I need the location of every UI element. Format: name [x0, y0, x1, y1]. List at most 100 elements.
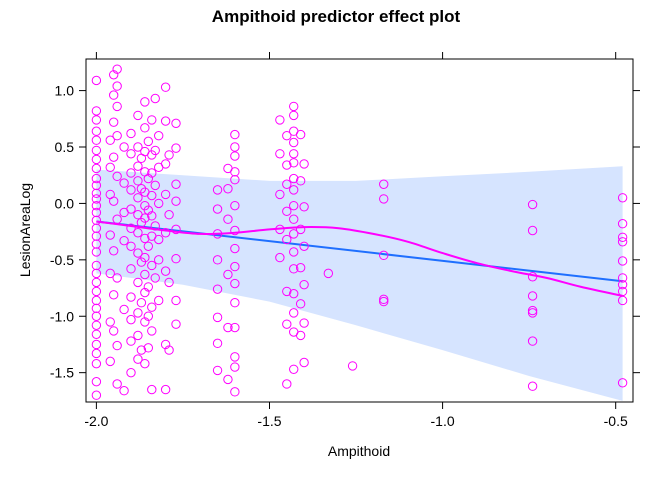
plot-area: [91, 64, 628, 401]
data-point: [108, 117, 119, 127]
data-point: [212, 338, 223, 349]
data-point: [230, 200, 240, 211]
data-point: [91, 115, 102, 125]
data-point: [299, 202, 309, 212]
data-point: [112, 340, 122, 351]
data-point: [91, 268, 102, 279]
data-point: [289, 149, 299, 159]
x-tick-label: -2.0: [84, 413, 108, 429]
data-point: [295, 299, 306, 309]
data-point: [617, 193, 628, 203]
data-point: [133, 354, 143, 364]
data-point: [119, 142, 129, 152]
y-tick-label: 1.0: [55, 83, 75, 99]
data-point: [527, 305, 538, 316]
data-point: [91, 339, 102, 350]
data-point: [299, 357, 309, 368]
data-point: [275, 149, 285, 159]
data-point: [91, 194, 102, 204]
data-point: [230, 322, 240, 333]
data-point: [126, 168, 136, 178]
data-point: [527, 272, 538, 282]
data-point: [289, 158, 299, 168]
data-point: [133, 176, 143, 186]
data-point: [140, 358, 150, 369]
data-point: [126, 204, 136, 214]
data-point: [112, 131, 122, 141]
data-point: [275, 115, 285, 125]
data-point: [150, 180, 160, 191]
data-point: [289, 173, 299, 184]
data-point: [295, 129, 306, 140]
plot-frame: [85, 58, 634, 403]
data-point: [91, 145, 102, 156]
chart-title: Ampithoid predictor effect plot: [212, 7, 461, 26]
data-point: [154, 198, 164, 209]
data-point: [147, 190, 157, 201]
data-point: [91, 303, 102, 314]
data-point: [527, 225, 538, 236]
data-point: [119, 178, 129, 188]
data-point: [143, 282, 154, 292]
data-point: [282, 206, 292, 217]
data-point: [108, 152, 119, 162]
data-point: [379, 194, 389, 204]
data-point: [126, 149, 136, 159]
data-point: [140, 317, 150, 327]
data-point: [133, 228, 143, 238]
data-point: [282, 319, 292, 329]
data-point: [140, 97, 150, 107]
data-point: [212, 312, 223, 323]
data-point: [160, 82, 171, 92]
data-point: [379, 296, 389, 307]
y-axis-label: LesionAreaLog: [17, 183, 33, 277]
data-point: [147, 168, 157, 178]
data-point: [527, 199, 538, 210]
data-point: [147, 384, 157, 395]
data-point: [282, 160, 292, 170]
data-point: [105, 230, 115, 240]
data-point: [282, 286, 292, 297]
data-point: [295, 263, 306, 273]
data-point: [91, 126, 102, 136]
data-point: [136, 345, 147, 355]
data-point: [91, 311, 102, 321]
data-point: [140, 123, 150, 133]
data-point: [91, 390, 102, 400]
data-point: [212, 365, 223, 376]
data-point: [275, 224, 285, 235]
data-point: [160, 228, 171, 238]
data-point: [108, 326, 119, 336]
data-point: [91, 106, 102, 116]
data-point: [164, 277, 174, 288]
x-tick-label: -0.5: [604, 413, 628, 429]
data-point: [230, 387, 240, 397]
data-point: [230, 298, 240, 308]
data-point: [143, 173, 154, 184]
data-point: [105, 356, 115, 367]
data-point: [133, 161, 143, 171]
data-point: [617, 286, 628, 297]
data-point: [289, 137, 299, 148]
data-point: [527, 336, 538, 346]
data-point: [126, 264, 136, 274]
data-point: [108, 246, 119, 256]
data-point: [212, 229, 223, 239]
data-point: [112, 214, 122, 224]
data-point: [617, 256, 628, 266]
data-point: [91, 260, 102, 271]
data-point: [105, 162, 115, 173]
data-point: [143, 136, 154, 147]
data-point: [171, 254, 181, 264]
data-point: [91, 376, 102, 387]
data-point: [164, 150, 174, 160]
data-point: [108, 290, 119, 300]
data-point: [91, 231, 102, 241]
data-point: [154, 234, 164, 245]
data-point: [91, 247, 102, 257]
data-point: [136, 298, 147, 308]
data-point: [112, 379, 122, 389]
data-point: [150, 145, 160, 156]
x-axis: -2.0 -1.5 -1.0 -0.5: [84, 52, 628, 429]
data-point: [379, 250, 389, 261]
